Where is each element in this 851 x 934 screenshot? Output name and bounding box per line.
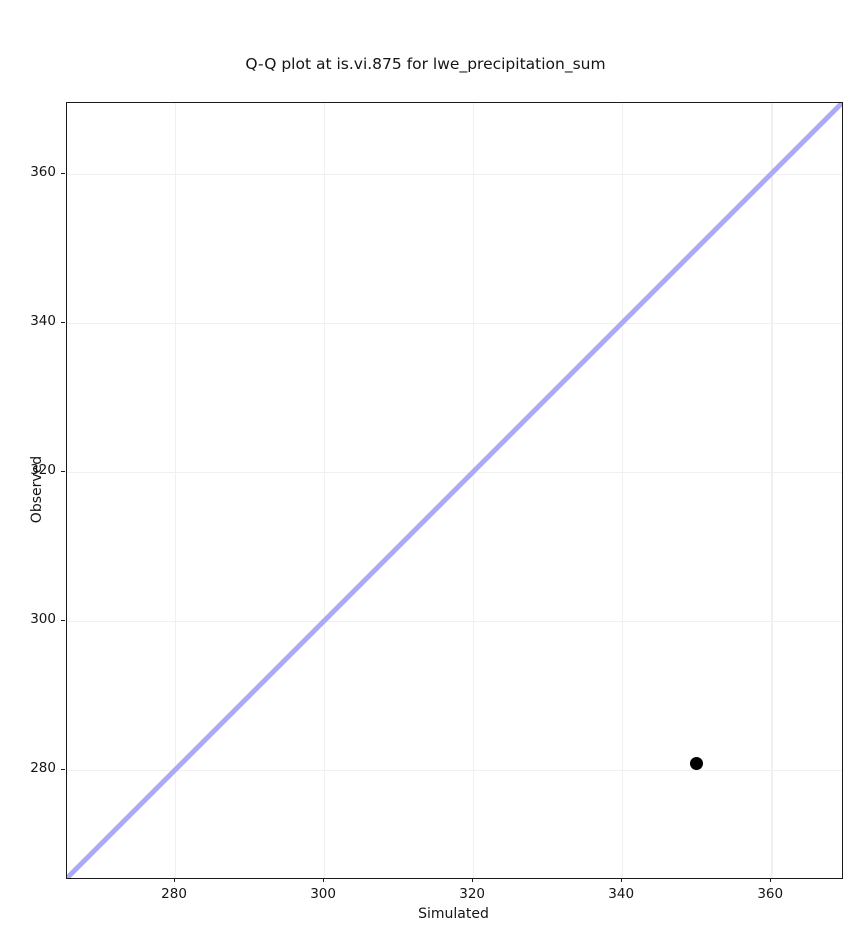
reference-line-segment xyxy=(67,103,842,878)
y-tick-mark xyxy=(61,470,65,472)
y-tick-label: 360 xyxy=(30,163,56,180)
y-tick-label: 340 xyxy=(30,312,56,329)
data-point xyxy=(690,756,704,770)
one-to-one-reference-line xyxy=(67,103,842,878)
x-tick-mark xyxy=(770,878,772,882)
x-tick-label: 340 xyxy=(608,886,635,902)
x-axis-label: Simulated xyxy=(418,906,489,922)
chart-title-line-1: Q-Q plot at is.vi.875 for lwe_precipitat… xyxy=(245,55,606,73)
y-tick-label: 300 xyxy=(30,610,56,627)
gridline-vertical xyxy=(324,103,326,878)
x-tick-mark xyxy=(472,878,474,882)
gridline-horizontal xyxy=(67,769,842,772)
y-tick-label: 320 xyxy=(30,461,56,478)
y-tick-mark xyxy=(61,619,65,621)
x-tick-label: 360 xyxy=(757,886,784,902)
plot-axes xyxy=(66,102,843,879)
gridline-horizontal xyxy=(67,620,842,623)
x-tick-mark xyxy=(621,878,623,882)
y-tick-mark xyxy=(61,172,65,174)
x-tick-mark xyxy=(174,878,176,882)
gridline-horizontal xyxy=(67,173,842,176)
x-tick-label: 300 xyxy=(310,886,336,902)
gridline-vertical xyxy=(175,103,177,878)
y-tick-label: 280 xyxy=(30,759,56,776)
x-tick-label: 280 xyxy=(161,886,187,902)
y-tick-mark xyxy=(61,768,65,771)
gridline-vertical xyxy=(473,103,475,878)
gridline-vertical xyxy=(622,103,624,878)
x-tick-label: 320 xyxy=(459,886,486,902)
gridline-vertical xyxy=(771,103,773,878)
plot-area xyxy=(67,103,842,878)
gridline-horizontal xyxy=(67,471,842,474)
x-tick-mark xyxy=(323,878,325,882)
y-tick-mark xyxy=(61,321,65,323)
gridline-horizontal xyxy=(67,322,842,325)
